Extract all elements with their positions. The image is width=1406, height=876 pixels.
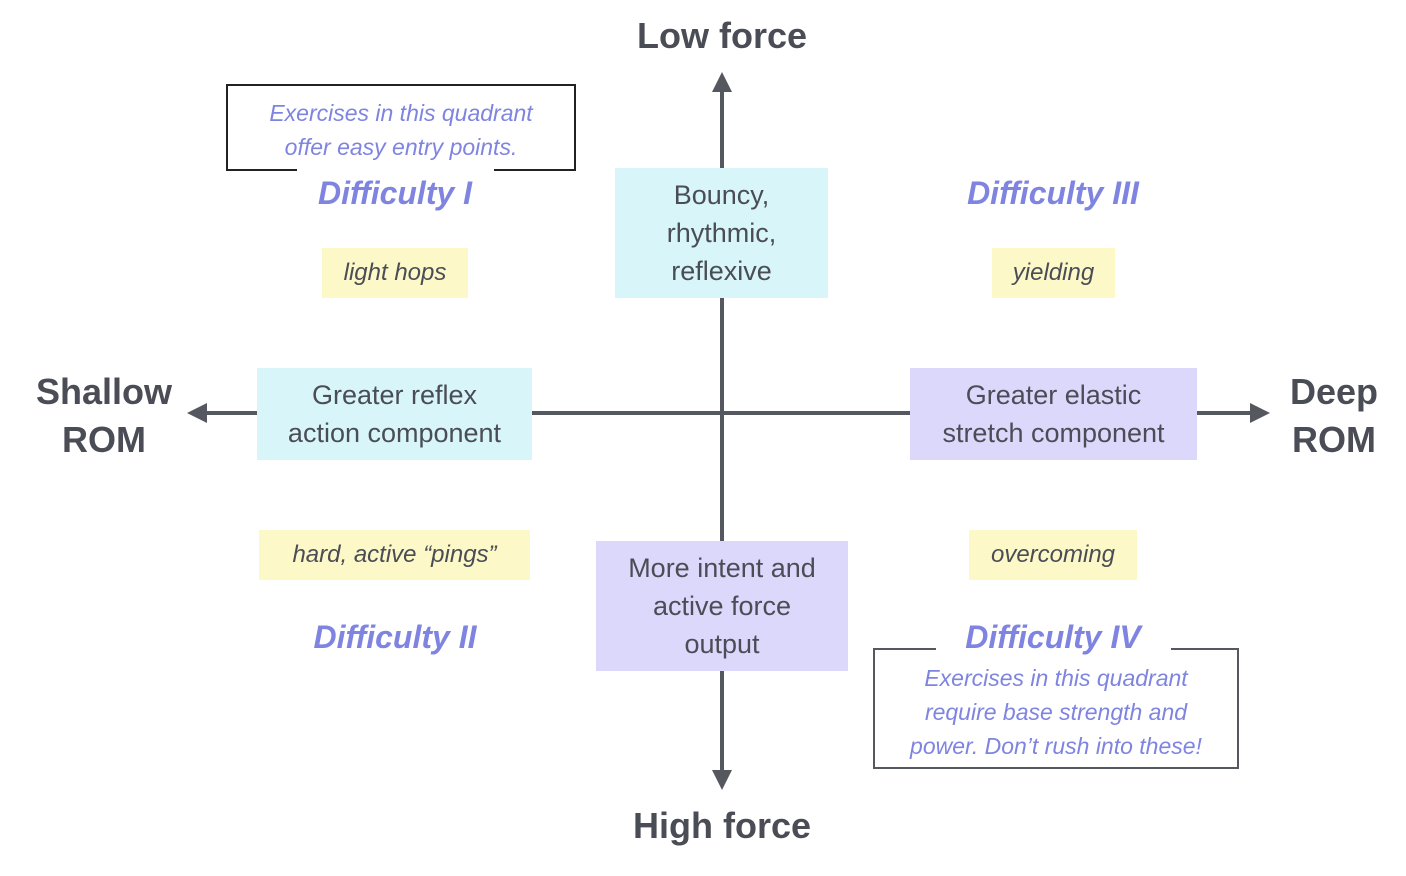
tag-overcoming: overcoming: [969, 530, 1137, 580]
axis-title-left-line1: Shallow: [35, 371, 173, 412]
axis-title-left: Shallow ROM: [14, 368, 194, 464]
box-elastic-stretch: Greater elastic stretch component: [910, 368, 1197, 460]
axis-title-bottom: High force: [632, 805, 811, 846]
arrow-down-icon: [712, 770, 732, 790]
box-line: output: [684, 629, 760, 659]
note-q4: Exercises in this quadrant require base …: [876, 661, 1236, 763]
box-line: active force: [652, 591, 792, 621]
difficulty-4-title: Difficulty IV: [965, 619, 1141, 655]
arrow-left-icon: [187, 403, 207, 423]
axis-title-right: Deep ROM: [1264, 368, 1404, 464]
box-bouncy-rhythmic: Bouncy, rhythmic, reflexive: [615, 168, 828, 298]
note-line: Exercises in this quadrant: [269, 100, 533, 126]
note-border-q1: [226, 84, 576, 171]
box-line: Greater reflex: [311, 380, 478, 410]
box-line: Greater elastic: [965, 380, 1142, 410]
note-line: Exercises in this quadrant: [924, 665, 1188, 691]
tag-yielding: yielding: [992, 248, 1115, 298]
note-border-q4: [873, 648, 1239, 769]
box-line: More intent and: [628, 553, 816, 583]
box-line: Bouncy,: [673, 180, 770, 210]
box-line: rhythmic,: [666, 218, 777, 248]
box-intent-force: More intent and active force output: [596, 541, 848, 671]
note-line: require base strength and: [924, 699, 1188, 725]
difficulty-2-title: Difficulty II: [313, 619, 477, 655]
note-line: offer easy entry points.: [284, 134, 518, 160]
difficulty-3-title: Difficulty III: [967, 175, 1139, 211]
difficulty-1-title: Difficulty I: [317, 175, 473, 211]
note-line: power. Don’t rush into these!: [910, 733, 1202, 759]
box-reflex-action: Greater reflex action component: [257, 368, 532, 460]
note-q1: Exercises in this quadrant offer easy en…: [229, 96, 573, 164]
axis-title-right-line2: ROM: [1292, 419, 1376, 460]
box-line: stretch component: [942, 418, 1165, 448]
tag-light-hops: light hops: [322, 248, 468, 298]
arrow-up-icon: [712, 72, 732, 92]
axis-title-top: Low force: [636, 15, 807, 56]
axis-title-right-line1: Deep: [1289, 371, 1379, 412]
box-line: reflexive: [671, 256, 772, 286]
tag-hard-pings: hard, active “pings”: [259, 530, 530, 580]
arrow-right-icon: [1250, 403, 1270, 423]
axis-title-left-line2: ROM: [62, 419, 146, 460]
box-line: action component: [287, 418, 502, 448]
